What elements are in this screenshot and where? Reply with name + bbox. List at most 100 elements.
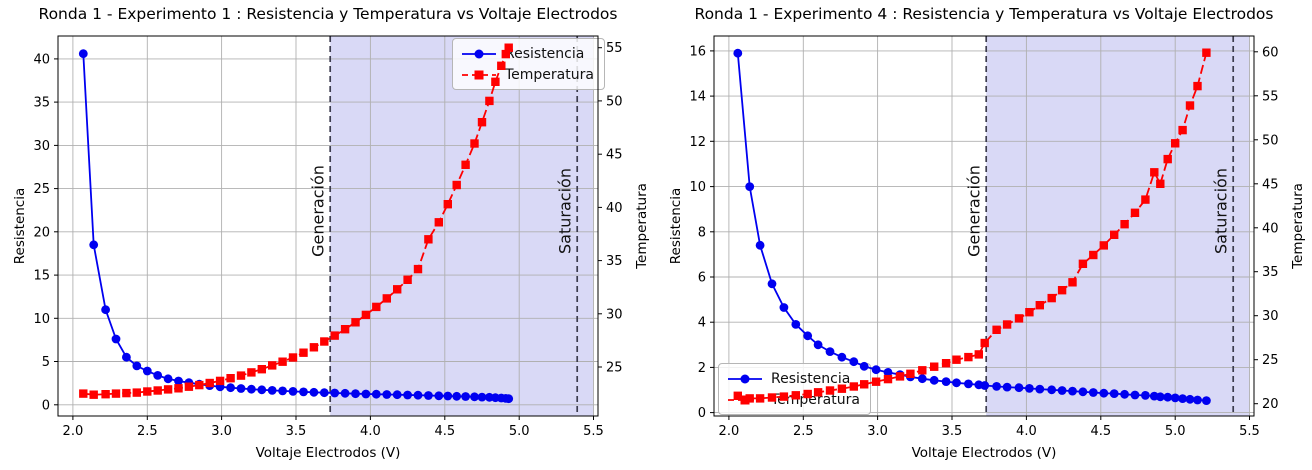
series-line-temperatura — [83, 47, 510, 396]
data-point — [1202, 48, 1211, 57]
data-point — [309, 387, 319, 397]
data-point — [918, 366, 927, 375]
square-marker-icon — [474, 70, 484, 79]
data-point — [980, 381, 990, 390]
data-point — [1025, 308, 1034, 317]
y-tick-label: 12 — [689, 135, 706, 150]
x-tick-label: 4.0 — [360, 424, 381, 439]
y2-tick-label: 55 — [1262, 89, 1279, 104]
data-point — [1120, 220, 1129, 229]
data-point — [184, 378, 194, 388]
x-tick-label: 4.0 — [1016, 424, 1037, 439]
data-point — [163, 385, 173, 394]
data-point — [733, 48, 743, 58]
y2-tick-label: 40 — [1262, 221, 1279, 236]
data-point — [477, 118, 487, 127]
data-point — [443, 391, 453, 401]
data-point — [78, 49, 88, 59]
data-point — [319, 388, 329, 398]
y2-tick-label: 50 — [1262, 133, 1279, 148]
data-point — [163, 374, 173, 384]
data-point — [871, 365, 881, 375]
x-tick-label: 2.5 — [137, 424, 158, 439]
data-point — [194, 379, 204, 389]
x-tick-label: 3.5 — [942, 424, 963, 439]
data-point — [791, 320, 801, 329]
data-point — [174, 376, 183, 386]
x-axis-label: Voltaje Electrodos (V) — [911, 445, 1057, 461]
data-point — [1170, 393, 1180, 403]
data-point — [1078, 387, 1088, 397]
data-point — [351, 389, 360, 399]
y-tick-label: 40 — [33, 52, 50, 67]
y-tick-label: 5 — [42, 355, 50, 370]
data-point — [340, 388, 350, 398]
data-point — [236, 384, 246, 393]
y-tick-label: 15 — [33, 269, 50, 284]
legend-label: Resistencia — [505, 45, 585, 62]
y-tick-label: 25 — [33, 182, 50, 197]
x-tick-label: 5.0 — [1165, 424, 1186, 439]
data-point — [330, 388, 340, 398]
data-point — [992, 325, 1001, 334]
data-point — [779, 303, 789, 312]
data-point — [1047, 385, 1057, 395]
data-point — [1130, 390, 1140, 400]
data-point — [452, 391, 462, 401]
legend-marker-resistencia-icon — [728, 374, 762, 383]
data-point — [974, 380, 984, 390]
data-point — [226, 383, 236, 393]
data-point — [403, 390, 412, 400]
data-point — [917, 374, 927, 384]
y-tick-label: 0 — [42, 398, 50, 413]
x-axis-label: Voltaje Electrodos (V) — [255, 445, 401, 461]
legend: Resistencia Temperatura — [452, 38, 605, 90]
data-point — [941, 377, 951, 386]
data-point — [452, 180, 461, 190]
data-point — [372, 302, 381, 312]
data-point — [461, 160, 470, 169]
y2-tick-label: 45 — [1262, 177, 1279, 192]
data-point — [1088, 388, 1098, 397]
y2-tick-label: 50 — [606, 94, 623, 109]
data-point — [299, 348, 308, 357]
data-point — [443, 200, 452, 209]
y2-tick-label: 30 — [606, 307, 623, 322]
data-point — [1120, 389, 1129, 399]
y2-tick-label: 35 — [606, 254, 623, 269]
data-point — [132, 361, 142, 371]
series-line-resistencia — [82, 53, 509, 400]
y-tick-label: 2 — [698, 361, 706, 376]
data-point — [1193, 395, 1202, 405]
y-axis-label-right: Temperatura — [1290, 183, 1306, 269]
data-point — [1068, 386, 1077, 396]
data-point — [142, 366, 152, 376]
data-point — [268, 361, 277, 370]
y2-tick-label: 25 — [606, 361, 623, 376]
data-point — [1068, 278, 1077, 287]
data-point — [952, 355, 961, 364]
data-point — [403, 275, 412, 284]
data-point — [1057, 286, 1067, 295]
y-tick-label: 20 — [33, 225, 50, 240]
x-tick-label: 3.0 — [867, 424, 888, 439]
data-point — [226, 374, 235, 383]
data-point — [424, 391, 433, 400]
data-point — [470, 392, 479, 402]
data-point — [461, 392, 470, 401]
data-point — [1078, 259, 1088, 268]
y-tick-label: 6 — [698, 271, 706, 286]
data-point — [247, 384, 256, 394]
legend-entry-resistencia: Resistencia — [460, 43, 594, 64]
y-tick-label: 30 — [33, 139, 50, 154]
y2-tick-label: 20 — [1262, 397, 1279, 412]
data-point — [1109, 389, 1119, 398]
data-point — [122, 388, 131, 398]
data-point — [1171, 139, 1180, 148]
data-point — [267, 386, 277, 395]
data-point — [1089, 250, 1098, 260]
data-point — [1035, 301, 1044, 310]
y2-tick-label: 60 — [1262, 45, 1279, 60]
data-point — [980, 338, 989, 348]
